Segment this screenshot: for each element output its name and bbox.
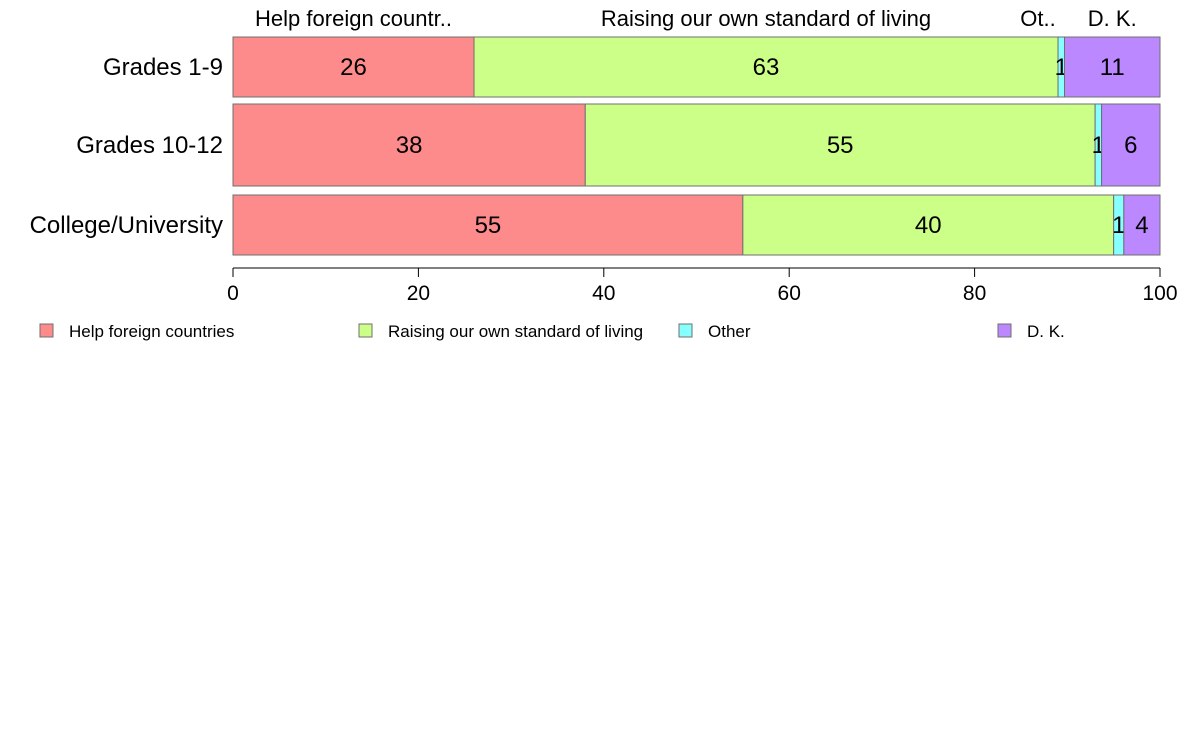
x-tick-label-80: 80 [963,282,986,305]
x-tick-label-0: 0 [227,282,239,305]
data-label-grades-1-9-d-k: 11 [1100,54,1125,81]
data-label-grades-10-12-d-k: 6 [1124,132,1137,159]
y-label-college-university: College/University [30,212,223,239]
legend: Help foreign countries Raising our own st… [39,322,1065,341]
legend-label-d-k: D. K. [1027,322,1065,341]
legend-label-help-foreign-countries: Help foreign countries [69,322,234,341]
bar-segment-college-university-raising-our-own-standard-of-living [742,194,1115,256]
bar-segment-grades-1-9-d-k [1064,36,1161,98]
bar-segment-grades-10-12-d-k [1101,103,1161,187]
bar-segment-grades-1-9-raising-our-own-standard-of-living [473,36,1059,98]
bar-segment-college-university-d-k [1123,194,1161,256]
segment-header-other: Ot.. [1020,6,1055,31]
bar-segment-grades-1-9-help-foreign-countries [232,36,475,98]
x-tick-label-20: 20 [407,282,430,305]
data-label-college-university-help-foreign-countries: 55 [475,212,502,239]
legend-label-raising-our-own-standard-of-living: Raising our own standard of living [388,322,643,341]
legend-swatch-help-foreign-countries [39,323,54,338]
legend-label-other: Other [708,322,751,341]
data-label-college-university-d-k: 4 [1135,212,1148,239]
x-tick-label-60: 60 [778,282,801,305]
legend-swatch-other [678,323,693,338]
x-tick-label-40: 40 [592,282,615,305]
data-label-college-university-other: 1 [1112,212,1125,239]
bar-segment-grades-10-12-help-foreign-countries [232,103,586,187]
segment-header-help-foreign-countries: Help foreign countr.. [255,6,452,31]
legend-swatch-raising-our-own-standard-of-living [358,323,373,338]
segment-headers: Help foreign countr.. Raising our own sta… [255,6,1137,31]
y-label-grades-1-9: Grades 1-9 [103,54,223,81]
x-axis: 0 20 40 60 80 100 [227,267,1178,305]
data-label-grades-1-9-help-foreign-countries: 26 [340,54,367,81]
segment-header-d-k: D. K. [1088,6,1137,31]
bar-segment-grades-10-12-raising-our-own-standard-of-living [584,103,1096,187]
y-label-grades-10-12: Grades 10-12 [76,132,223,159]
bar-segment-college-university-help-foreign-countries [232,194,744,256]
data-label-grades-10-12-raising-our-own-standard-of-living: 55 [827,132,854,159]
data-label-college-university-raising-our-own-standard-of-living: 40 [915,212,942,239]
y-axis-labels: Grades 1-9 Grades 10-12 College/University [30,54,223,239]
x-tick-label-100: 100 [1142,282,1177,305]
legend-swatch-d-k [997,323,1012,338]
segment-header-raising-our-own-standard-of-living: Raising our own standard of living [601,6,931,31]
data-label-grades-1-9-raising-our-own-standard-of-living: 63 [753,54,780,81]
data-label-grades-10-12-help-foreign-countries: 38 [396,132,423,159]
